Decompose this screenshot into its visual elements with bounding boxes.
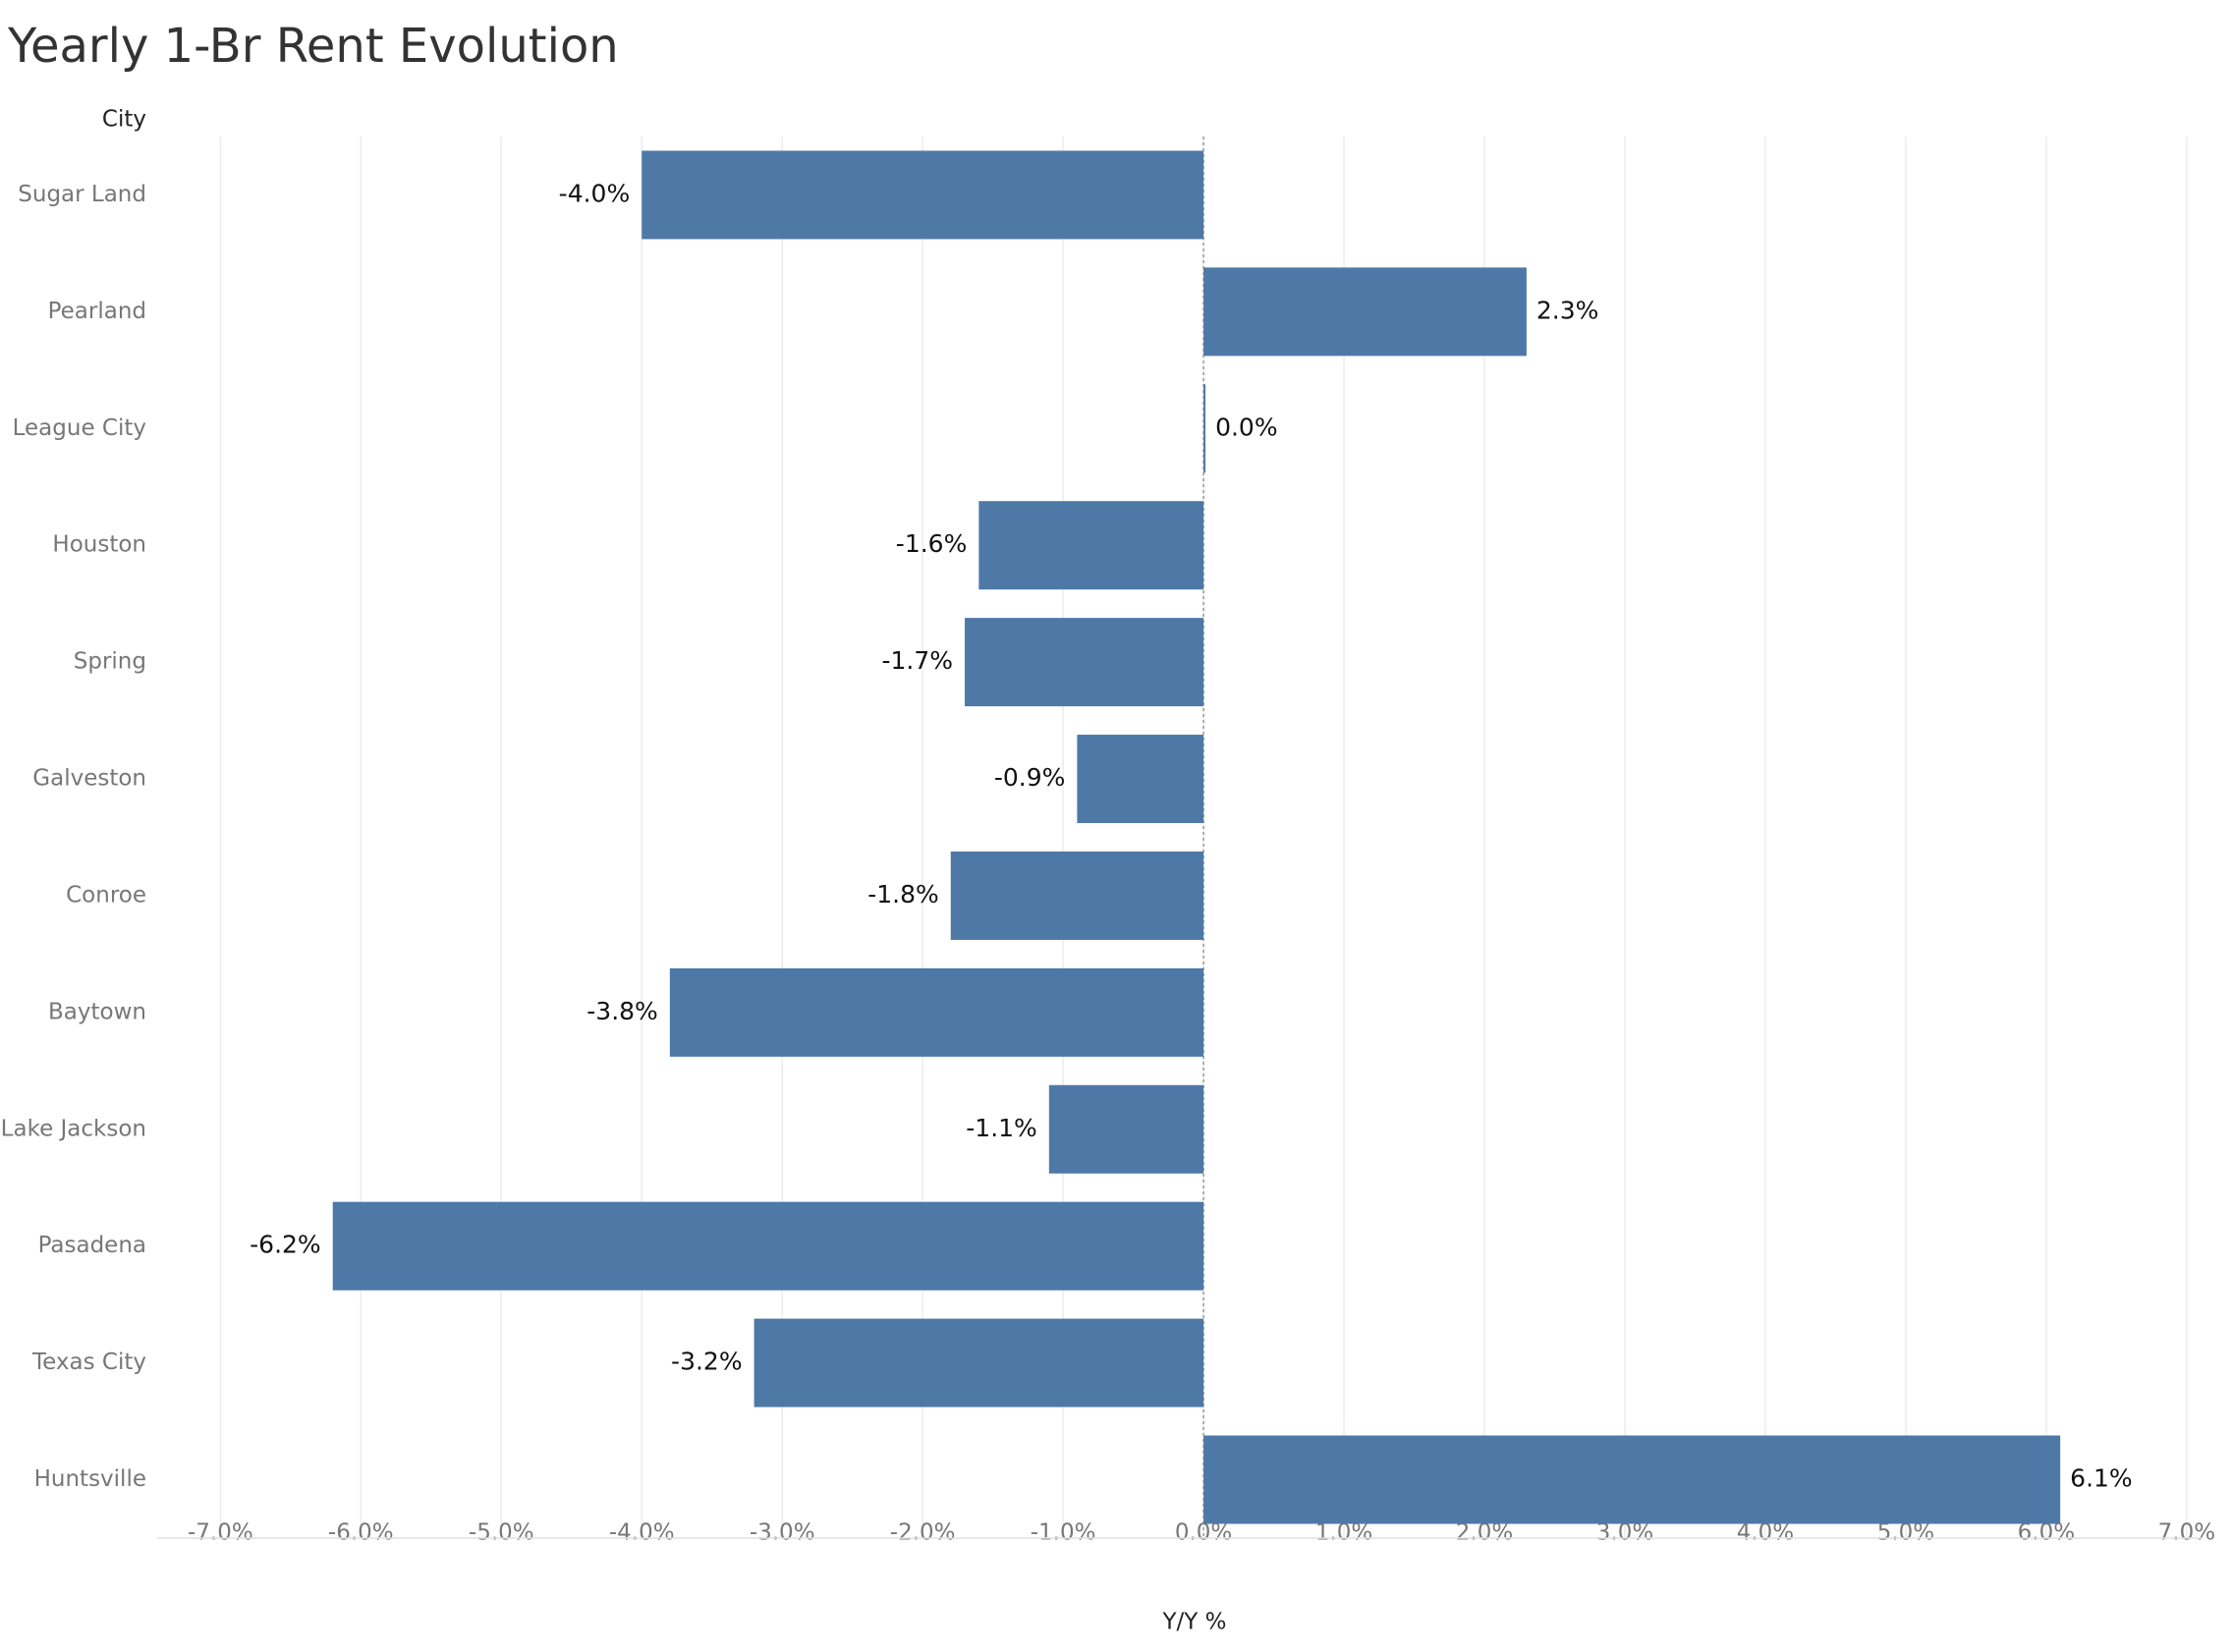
value-label: -6.2% [250,1231,321,1259]
bar [1077,735,1204,824]
x-tick-label: -6.0% [328,1520,394,1546]
bar [1203,1435,2061,1524]
bar [642,150,1204,240]
bar [332,1201,1204,1291]
x-tick-label: 5.0% [1877,1520,1934,1546]
x-tick-label: -2.0% [890,1520,956,1546]
x-tick-label: 4.0% [1737,1520,1794,1546]
value-label: -1.8% [867,880,939,909]
category-label: Spring [74,649,146,675]
bar [1203,267,1527,357]
x-axis-title: Y/Y % [1161,1610,1226,1635]
value-label: -1.6% [896,529,968,558]
category-label: Lake Jackson [1,1116,146,1141]
x-tick-label: 1.0% [1315,1520,1372,1546]
bar [1203,384,1206,473]
x-tick-label: -5.0% [469,1520,534,1546]
x-tick-label: 3.0% [1596,1520,1653,1546]
category-label: Pearland [48,299,146,324]
category-label: Houston [52,532,146,558]
value-label: -0.9% [994,763,1066,792]
x-tick-label: 6.0% [2018,1520,2075,1546]
category-label: Texas City [31,1349,146,1375]
value-label: -4.0% [559,179,631,207]
value-label: 0.0% [1215,413,1278,441]
x-tick-label: -3.0% [750,1520,815,1546]
value-label: -3.2% [671,1348,743,1376]
category-label: League City [13,415,146,441]
bar [950,851,1204,940]
chart-title: Yearly 1-Br Rent Evolution [7,19,619,74]
category-label: Galveston [32,766,146,792]
bar [669,967,1204,1057]
value-label: -3.8% [586,997,658,1025]
value-label: -1.1% [966,1114,1037,1142]
bar [1048,1084,1204,1174]
bar [753,1318,1204,1407]
value-label: 6.1% [2070,1464,2133,1493]
bar [965,618,1204,707]
value-label: -1.7% [882,646,954,675]
value-label: 2.3% [1536,296,1599,324]
x-tick-label: -7.0% [188,1520,253,1546]
x-tick-label: -4.0% [609,1520,675,1546]
category-label: Baytown [48,999,146,1024]
category-label: Conroe [66,882,146,908]
x-tick-label: 7.0% [2158,1520,2215,1546]
x-tick-label: 2.0% [1456,1520,1513,1546]
x-tick-label: -1.0% [1031,1520,1096,1546]
bar [978,501,1204,590]
category-label: Pasadena [38,1233,146,1258]
category-label: Huntsville [34,1466,146,1492]
category-label: Sugar Land [18,182,146,207]
category-header: City [102,107,146,133]
